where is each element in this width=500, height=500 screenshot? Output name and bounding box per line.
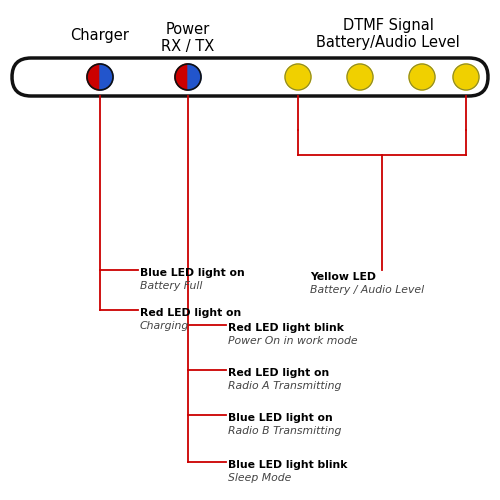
Text: Radio A Transmitting: Radio A Transmitting	[228, 381, 342, 391]
Text: Charger: Charger	[70, 28, 130, 43]
Text: Blue LED light blink: Blue LED light blink	[228, 460, 348, 470]
Text: Sleep Mode: Sleep Mode	[228, 473, 292, 483]
Ellipse shape	[453, 64, 479, 90]
Text: Red LED light on: Red LED light on	[228, 368, 329, 378]
Text: Red LED light blink: Red LED light blink	[228, 323, 344, 333]
Text: Battery / Audio Level: Battery / Audio Level	[310, 285, 424, 295]
Text: Yellow LED: Yellow LED	[310, 272, 376, 282]
Text: Red LED light on: Red LED light on	[140, 308, 241, 318]
Polygon shape	[188, 64, 201, 90]
Ellipse shape	[347, 64, 373, 90]
Text: Blue LED light on: Blue LED light on	[140, 268, 245, 278]
Text: Blue LED light on: Blue LED light on	[228, 413, 333, 423]
Text: DTMF Signal
Battery/Audio Level: DTMF Signal Battery/Audio Level	[316, 18, 460, 50]
Text: Power
RX / TX: Power RX / TX	[162, 22, 214, 54]
Text: Power On in work mode: Power On in work mode	[228, 336, 358, 346]
Text: Radio B Transmitting: Radio B Transmitting	[228, 426, 342, 436]
Polygon shape	[175, 64, 188, 90]
Polygon shape	[100, 64, 113, 90]
Text: Battery Full: Battery Full	[140, 281, 202, 291]
Ellipse shape	[285, 64, 311, 90]
FancyBboxPatch shape	[12, 58, 488, 96]
Text: Charging: Charging	[140, 321, 189, 331]
Polygon shape	[87, 64, 100, 90]
Ellipse shape	[409, 64, 435, 90]
